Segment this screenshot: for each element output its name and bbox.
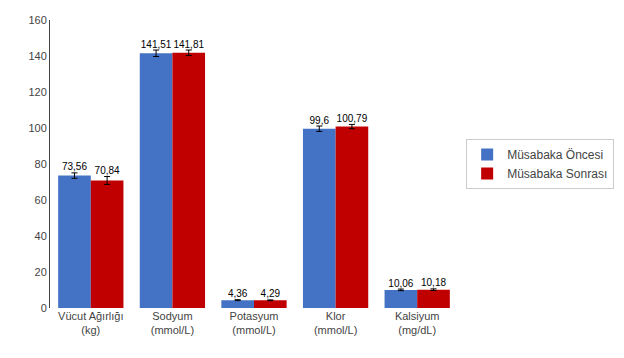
svg-text:141,81: 141,81 — [173, 39, 204, 50]
svg-text:Sodyum(mmol/L): Sodyum(mmol/L) — [151, 310, 194, 336]
svg-text:10,06: 10,06 — [388, 278, 413, 289]
svg-text:141,51: 141,51 — [141, 39, 172, 50]
svg-text:140: 140 — [28, 50, 46, 62]
svg-text:99,6: 99,6 — [310, 115, 330, 126]
svg-text:40: 40 — [35, 230, 47, 242]
svg-text:Potasyum(mmol/L): Potasyum(mmol/L) — [230, 310, 279, 336]
svg-text:4,29: 4,29 — [261, 288, 281, 299]
svg-text:Klor(mmol/L): Klor(mmol/L) — [314, 310, 357, 336]
svg-text:160: 160 — [28, 14, 46, 26]
svg-text:4,36: 4,36 — [228, 288, 248, 299]
svg-text:20: 20 — [35, 266, 47, 278]
svg-text:Müsabaka Sonrası: Müsabaka Sonrası — [507, 167, 607, 181]
svg-text:100: 100 — [28, 122, 46, 134]
svg-text:Kalsiyum(mg/dL): Kalsiyum(mg/dL) — [395, 310, 440, 336]
svg-text:Müsabaka Öncesi: Müsabaka Öncesi — [507, 148, 603, 162]
svg-text:60: 60 — [35, 194, 47, 206]
svg-text:120: 120 — [28, 86, 46, 98]
svg-text:0: 0 — [41, 302, 47, 314]
svg-text:Vücut Ağırlığı(kg): Vücut Ağırlığı(kg) — [58, 310, 123, 336]
svg-text:73,56: 73,56 — [62, 161, 87, 172]
svg-text:80: 80 — [35, 158, 47, 170]
svg-text:70,84: 70,84 — [95, 165, 120, 176]
svg-text:10,18: 10,18 — [421, 277, 446, 288]
svg-text:100,79: 100,79 — [337, 113, 368, 124]
